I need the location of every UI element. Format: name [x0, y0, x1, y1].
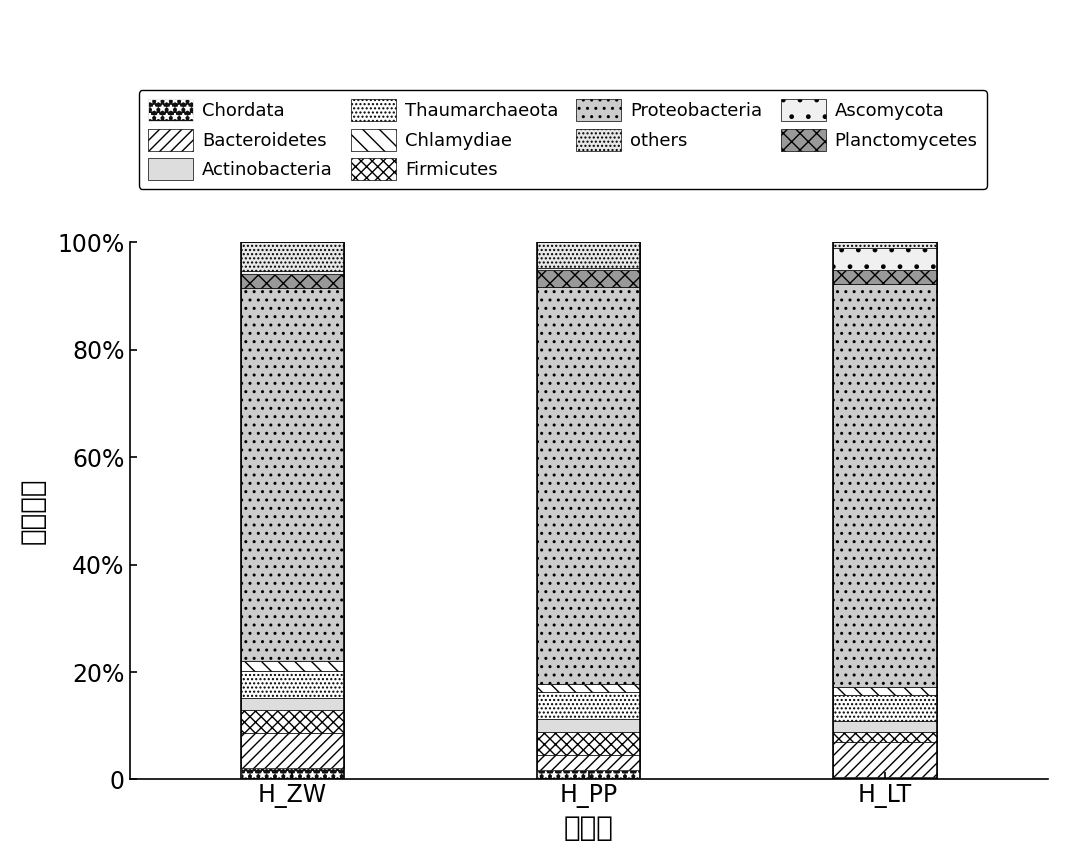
Bar: [537, 684, 640, 692]
Bar: [241, 710, 345, 733]
Bar: [537, 754, 640, 770]
Bar: [241, 242, 345, 271]
Legend: Chordata, Bacteroidetes, Actinobacteria, Thaumarchaeota, Chlamydiae, Firmicutes,: Chordata, Bacteroidetes, Actinobacteria,…: [138, 90, 987, 189]
Bar: [833, 721, 936, 732]
Bar: [241, 242, 345, 779]
Bar: [833, 242, 936, 779]
Bar: [833, 284, 936, 687]
Bar: [537, 770, 640, 779]
Bar: [241, 661, 345, 671]
Bar: [537, 287, 640, 684]
Bar: [241, 271, 345, 275]
Bar: [241, 671, 345, 698]
X-axis label: 采样点: 采样点: [564, 814, 613, 842]
Bar: [537, 692, 640, 719]
Bar: [833, 248, 936, 270]
Bar: [833, 695, 936, 721]
Bar: [537, 242, 640, 268]
Bar: [833, 777, 936, 779]
Bar: [241, 275, 345, 288]
Bar: [537, 268, 640, 270]
Y-axis label: 相对丰度: 相对丰度: [18, 478, 46, 544]
Bar: [537, 719, 640, 732]
Bar: [833, 242, 936, 248]
Bar: [537, 270, 640, 287]
Bar: [833, 687, 936, 695]
Bar: [833, 742, 936, 777]
Bar: [241, 767, 345, 779]
Bar: [833, 270, 936, 284]
Bar: [537, 732, 640, 754]
Bar: [241, 698, 345, 710]
Bar: [833, 732, 936, 742]
Bar: [241, 288, 345, 661]
Bar: [537, 242, 640, 779]
Bar: [241, 733, 345, 767]
